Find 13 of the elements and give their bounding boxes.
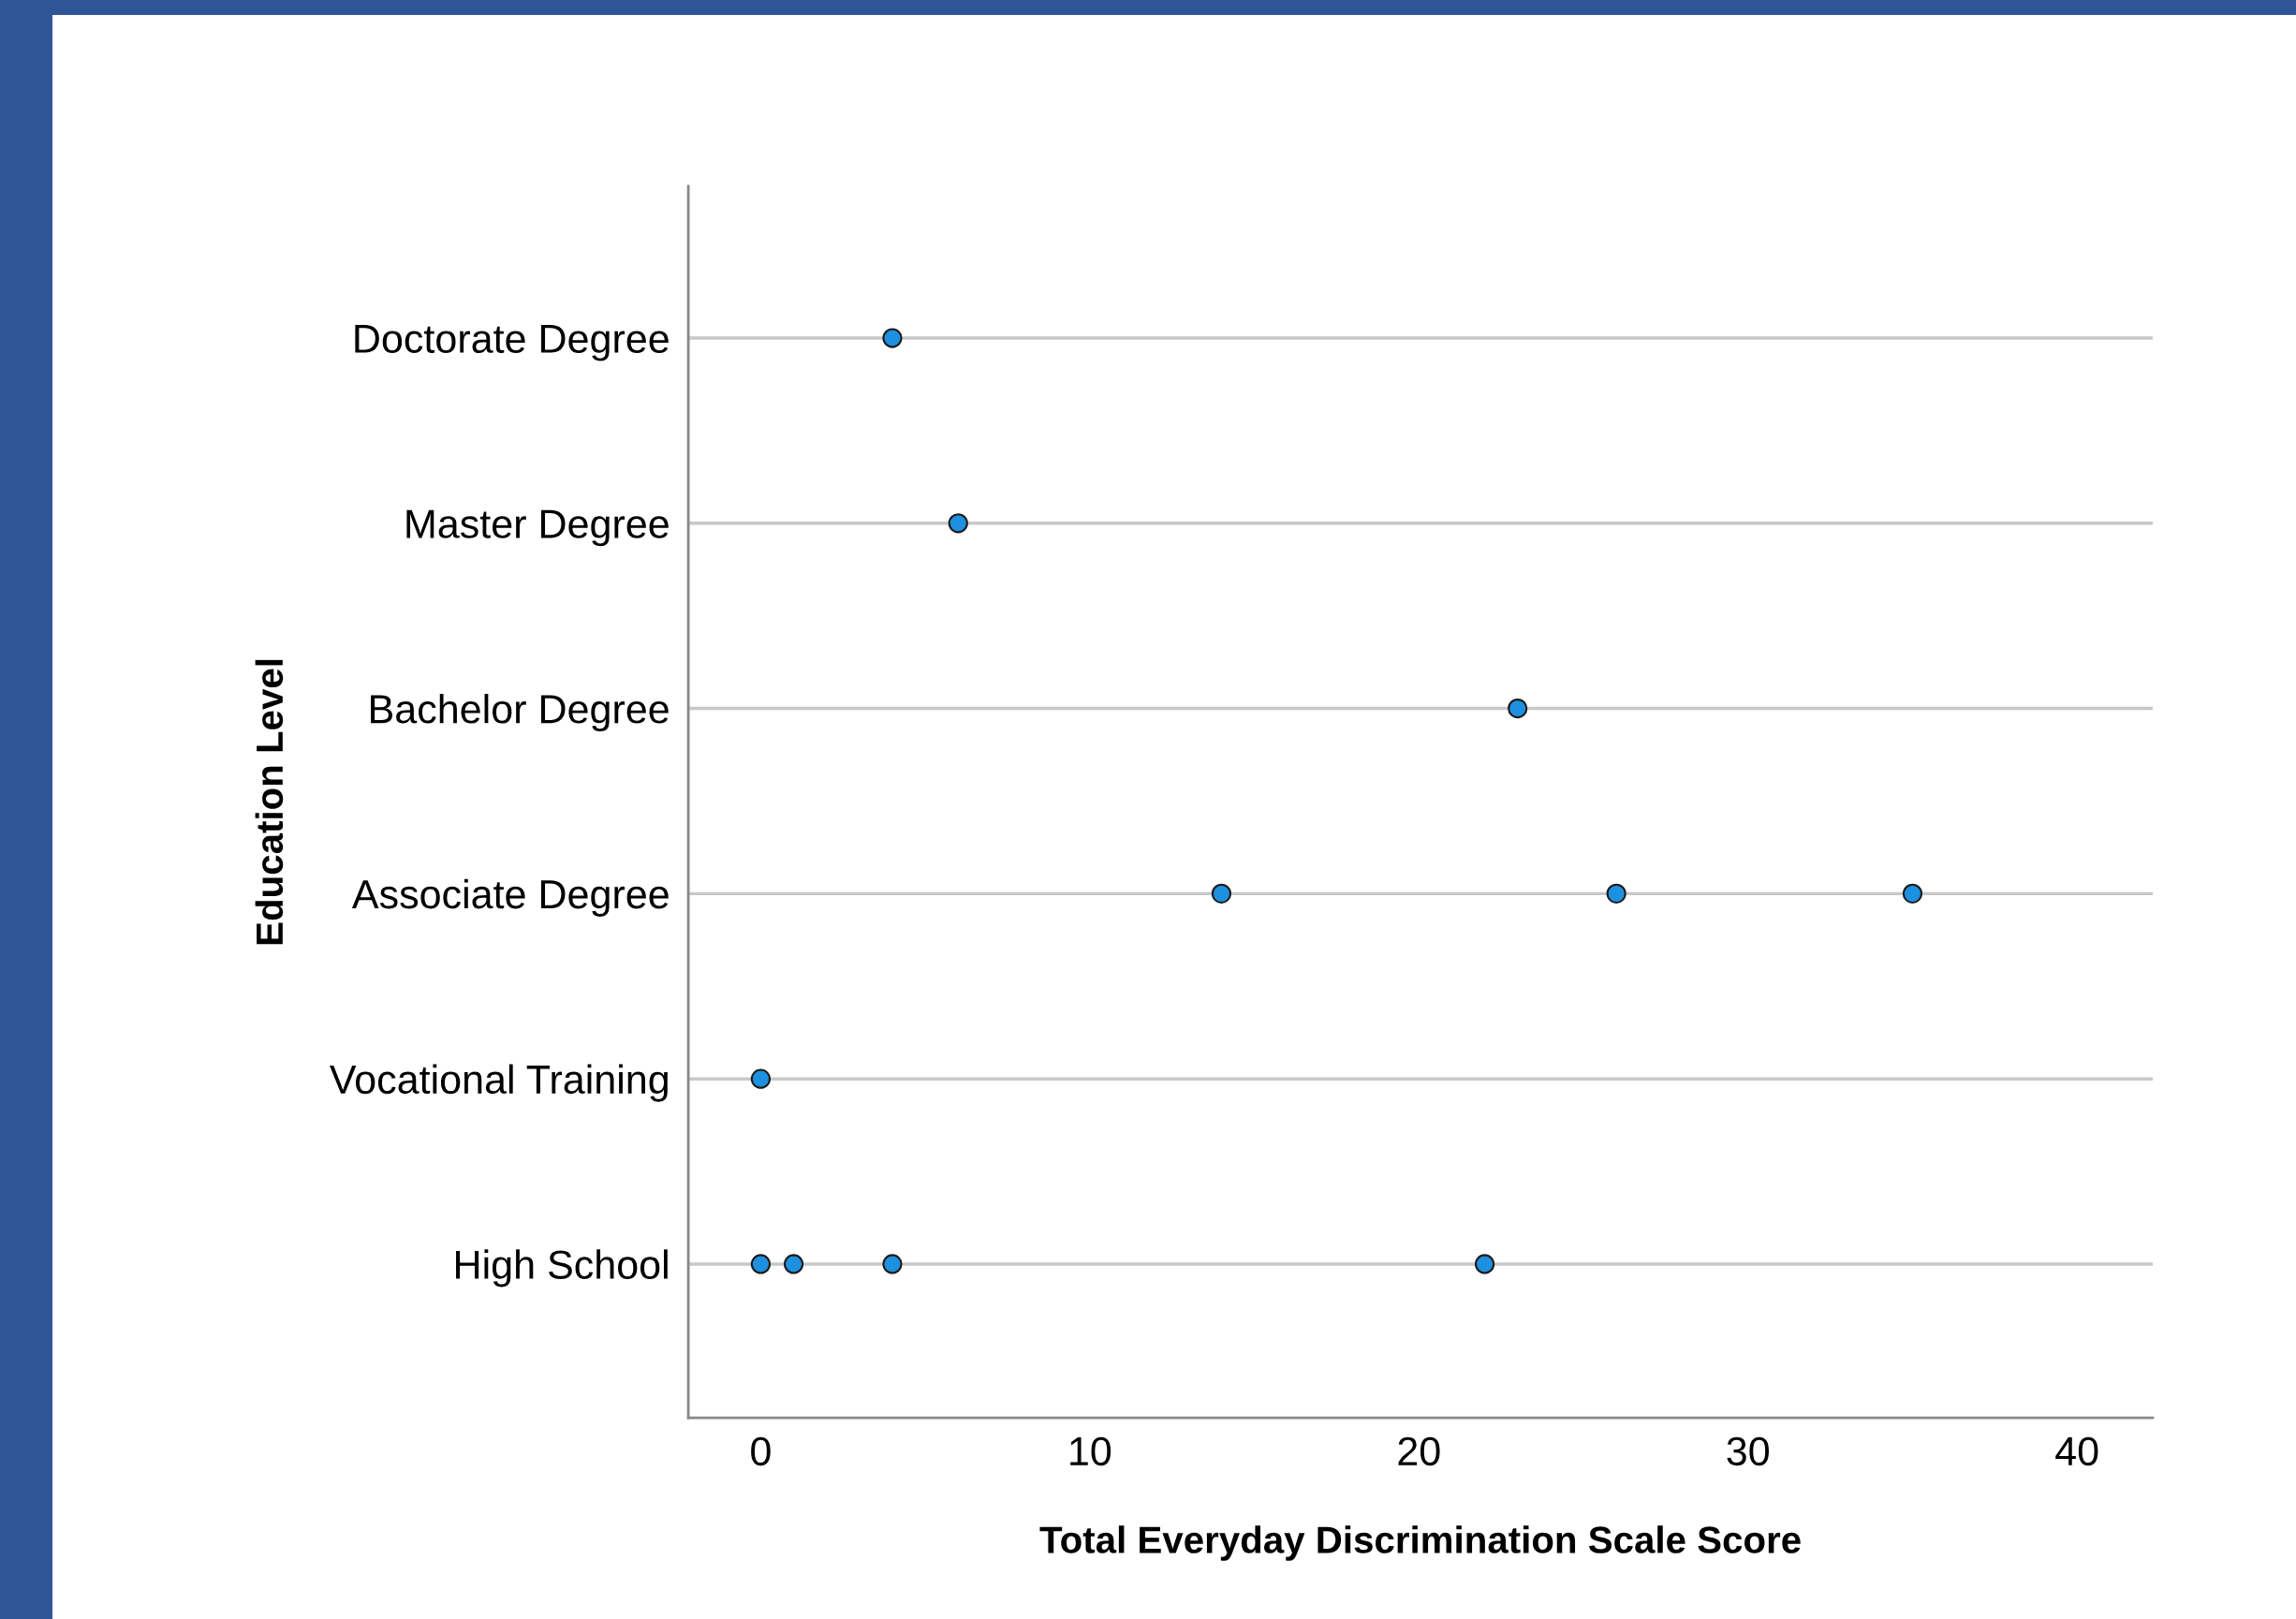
x-tick-label: 10 [1070,1436,1111,1466]
x-axis-title: Total Everyday Discrimination Scale Score [1039,1525,1801,1561]
y-tick-label: Bachelor Degree [371,693,669,732]
y-tick-label: Master Degree [406,509,669,547]
x-tick-label: 30 [1727,1436,1769,1466]
y-tick-label: Doctorate Degree [355,325,669,361]
x-tick-label: 20 [1398,1436,1440,1466]
y-tick-label: Vocational Training [330,1064,668,1102]
y-tick-label: Associate Degree [351,878,669,917]
y-tick-label: High School [456,1249,668,1288]
y-axis-title: Education Level [255,659,284,945]
x-tick-label: 40 [2055,1436,2098,1466]
x-tick-label: 0 [751,1436,771,1466]
